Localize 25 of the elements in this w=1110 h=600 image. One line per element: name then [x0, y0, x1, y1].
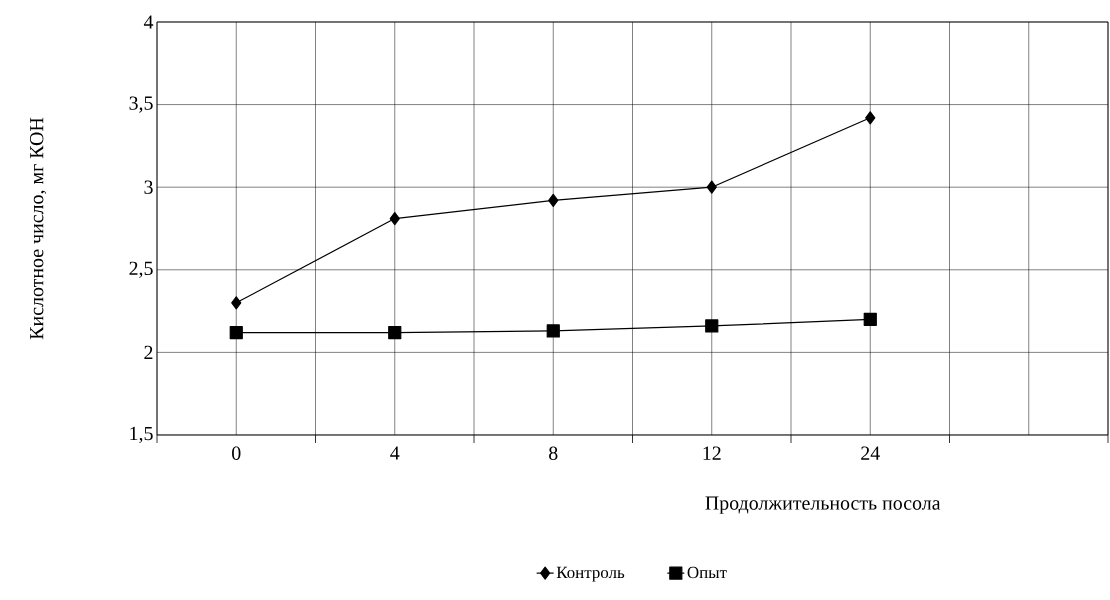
point — [865, 111, 876, 125]
legend-label: Контроль — [556, 566, 625, 582]
y-tick-label: 2,5 — [129, 261, 153, 278]
point — [546, 324, 560, 338]
x-tick-label: 0 — [232, 446, 241, 460]
y-tick-label: 3 — [144, 180, 153, 194]
point — [389, 211, 400, 226]
y-axis-title: Кислотное число, мг КОН — [30, 117, 47, 340]
point — [863, 312, 877, 326]
y-tick-label: 2 — [144, 345, 153, 359]
point — [548, 193, 559, 207]
y-tick-label: 3,5 — [129, 96, 153, 113]
y-tick-label: 4 — [143, 15, 154, 29]
x-tick-label: 24 — [861, 446, 880, 460]
point — [229, 325, 243, 340]
x-tick-label: 12 — [703, 446, 721, 460]
x-tick-label: 8 — [549, 446, 558, 460]
x-tick-label: 4 — [390, 446, 400, 460]
point — [231, 296, 242, 310]
legend-label: Опыт — [687, 566, 727, 579]
x-axis-title: Продолжительность посола — [705, 496, 941, 514]
point — [388, 325, 402, 340]
y-tick-label: 1,5 — [130, 426, 153, 444]
point — [706, 180, 717, 194]
point — [705, 319, 719, 333]
